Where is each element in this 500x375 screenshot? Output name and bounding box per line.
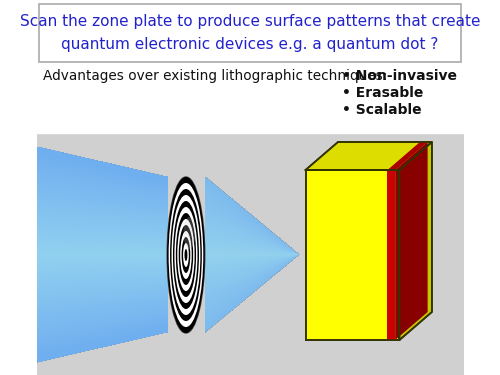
Ellipse shape <box>167 177 204 333</box>
Ellipse shape <box>182 237 190 273</box>
Polygon shape <box>306 142 432 170</box>
Ellipse shape <box>180 231 192 279</box>
Ellipse shape <box>174 207 198 303</box>
Ellipse shape <box>183 243 189 267</box>
Polygon shape <box>388 142 428 170</box>
Text: Scan the zone plate to produce surface patterns that create
quantum electronic d: Scan the zone plate to produce surface p… <box>20 14 480 52</box>
Polygon shape <box>400 142 432 340</box>
Ellipse shape <box>176 213 196 297</box>
Ellipse shape <box>170 189 202 321</box>
Ellipse shape <box>167 177 204 333</box>
Ellipse shape <box>172 195 200 315</box>
Bar <box>36 0 464 133</box>
FancyBboxPatch shape <box>39 4 461 62</box>
Text: • Erasable: • Erasable <box>342 86 423 100</box>
Text: • Non-invasive: • Non-invasive <box>342 69 457 83</box>
Ellipse shape <box>178 219 194 291</box>
Text: • Scalable: • Scalable <box>342 103 422 117</box>
Bar <box>306 170 400 340</box>
Ellipse shape <box>184 217 196 249</box>
Text: Advantages over existing lithographic techniques:: Advantages over existing lithographic te… <box>44 69 388 83</box>
Ellipse shape <box>173 201 199 309</box>
Ellipse shape <box>168 183 203 327</box>
Ellipse shape <box>178 225 193 285</box>
Polygon shape <box>395 142 428 340</box>
Ellipse shape <box>184 249 188 261</box>
Bar <box>388 170 395 340</box>
